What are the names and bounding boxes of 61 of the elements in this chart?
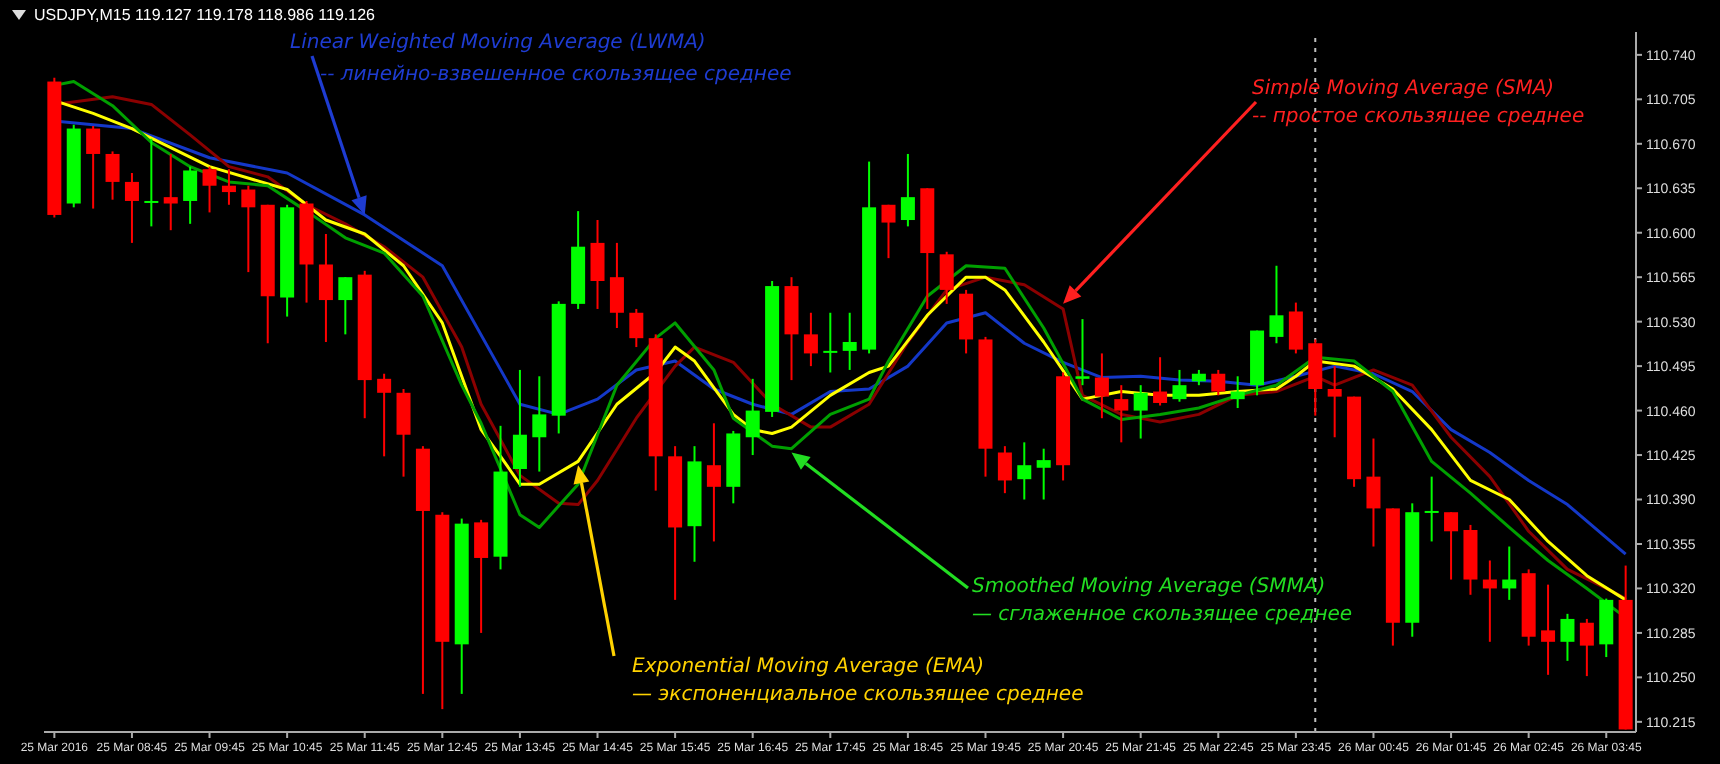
candlestick: [124, 172, 139, 244]
candlestick: [1444, 511, 1459, 581]
annotation: -- простое скользящее среднее: [1252, 106, 1585, 130]
annotation: -- линейно-взвешенное скользящее среднее: [320, 64, 792, 88]
candlestick: [183, 165, 198, 225]
annotation: Smoothed Moving Average (SMMA): [972, 576, 1326, 600]
annotation: — экспоненциальное скользящее среднее: [632, 684, 1084, 708]
candlestick: [706, 422, 721, 543]
candlestick: [396, 387, 411, 478]
candlestick: [609, 241, 624, 330]
candlestick: [997, 445, 1012, 495]
candlestick: [144, 137, 159, 228]
candlestick: [823, 311, 838, 374]
candlestick: [241, 184, 256, 274]
annotation: Exponential Moving Average (EMA): [632, 656, 985, 680]
candlestick: [474, 518, 489, 634]
candlestick: [1366, 437, 1381, 548]
candlestick: [629, 307, 644, 349]
candlestick: [202, 165, 217, 214]
candlestick: [1094, 352, 1109, 420]
candlestick: [377, 372, 392, 458]
candlestick: [1172, 368, 1187, 403]
candlestick: [163, 152, 178, 232]
candlestick: [1541, 583, 1556, 676]
candlestick: [842, 311, 857, 371]
candlestick: [1308, 338, 1323, 417]
candlestick: [1424, 475, 1439, 543]
candlestick: [1327, 365, 1342, 439]
candlestick: [1502, 545, 1517, 601]
candlestick: [803, 311, 818, 368]
chart-title: USDJPY,M15 119.127 119.178 118.986 119.126: [34, 6, 376, 24]
candlestick: [1017, 441, 1032, 501]
candlestick: [881, 203, 896, 260]
candlestick: [939, 250, 954, 305]
candlestick: [338, 276, 353, 336]
annotation: — сглаженное скользящее среднее: [972, 604, 1353, 628]
candlestick: [1482, 559, 1497, 643]
candlestick: [590, 219, 605, 310]
candlestick: [1579, 617, 1594, 678]
candlestick: [1560, 612, 1575, 662]
candlestick: [1269, 264, 1284, 345]
candlestick: [1153, 356, 1168, 407]
candlestick: [1075, 318, 1090, 387]
candlestick: [1036, 447, 1051, 501]
candlestick: [318, 233, 333, 343]
candlestick: [105, 150, 120, 201]
candlestick: [532, 375, 547, 473]
candlestick: [1133, 384, 1148, 440]
candlestick: [745, 377, 760, 457]
candlestick: [512, 368, 527, 488]
annotation: Linear Weighted Moving Average (LWMA): [290, 32, 706, 56]
candlestick: [900, 152, 915, 228]
candlestick: [1230, 375, 1245, 410]
candlestick: [86, 125, 101, 210]
candlestick: [959, 288, 974, 355]
candlestick: [1211, 368, 1226, 397]
annotation: Simple Moving Average (SMA): [1252, 78, 1555, 102]
candlestick: [221, 168, 236, 206]
candlestick: [1114, 384, 1129, 444]
candlestick: [1599, 597, 1614, 659]
candlestick: [1288, 301, 1303, 355]
